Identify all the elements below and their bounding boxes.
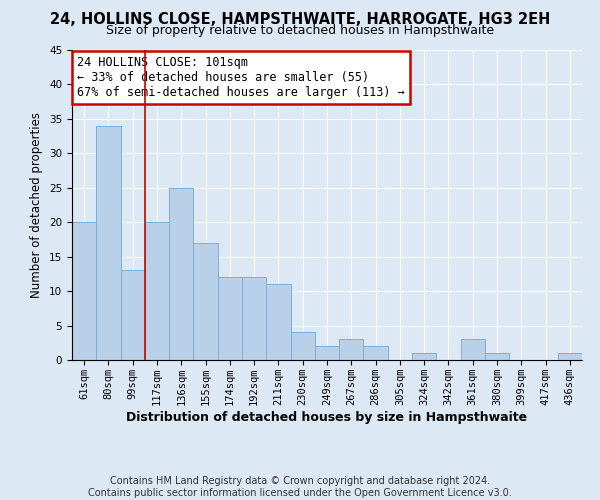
Bar [242, 278, 266, 360]
Text: 24 HOLLINS CLOSE: 101sqm
← 33% of detached houses are smaller (55)
67% of semi-d: 24 HOLLINS CLOSE: 101sqm ← 33% of detach… [77, 56, 405, 99]
Bar [461, 340, 485, 360]
Bar [339, 340, 364, 360]
Bar [290, 332, 315, 360]
Y-axis label: Number of detached properties: Number of detached properties [31, 112, 43, 298]
Bar [169, 188, 193, 360]
Bar [558, 353, 582, 360]
Text: Contains HM Land Registry data © Crown copyright and database right 2024.
Contai: Contains HM Land Registry data © Crown c… [88, 476, 512, 498]
Text: Size of property relative to detached houses in Hampsthwaite: Size of property relative to detached ho… [106, 24, 494, 37]
Bar [193, 243, 218, 360]
Bar [96, 126, 121, 360]
Bar [412, 353, 436, 360]
Bar [218, 278, 242, 360]
Bar [145, 222, 169, 360]
Bar [364, 346, 388, 360]
Bar [72, 222, 96, 360]
Text: 24, HOLLINS CLOSE, HAMPSTHWAITE, HARROGATE, HG3 2EH: 24, HOLLINS CLOSE, HAMPSTHWAITE, HARROGA… [50, 12, 550, 28]
Bar [121, 270, 145, 360]
Bar [266, 284, 290, 360]
Bar [485, 353, 509, 360]
Bar [315, 346, 339, 360]
X-axis label: Distribution of detached houses by size in Hampsthwaite: Distribution of detached houses by size … [127, 410, 527, 424]
